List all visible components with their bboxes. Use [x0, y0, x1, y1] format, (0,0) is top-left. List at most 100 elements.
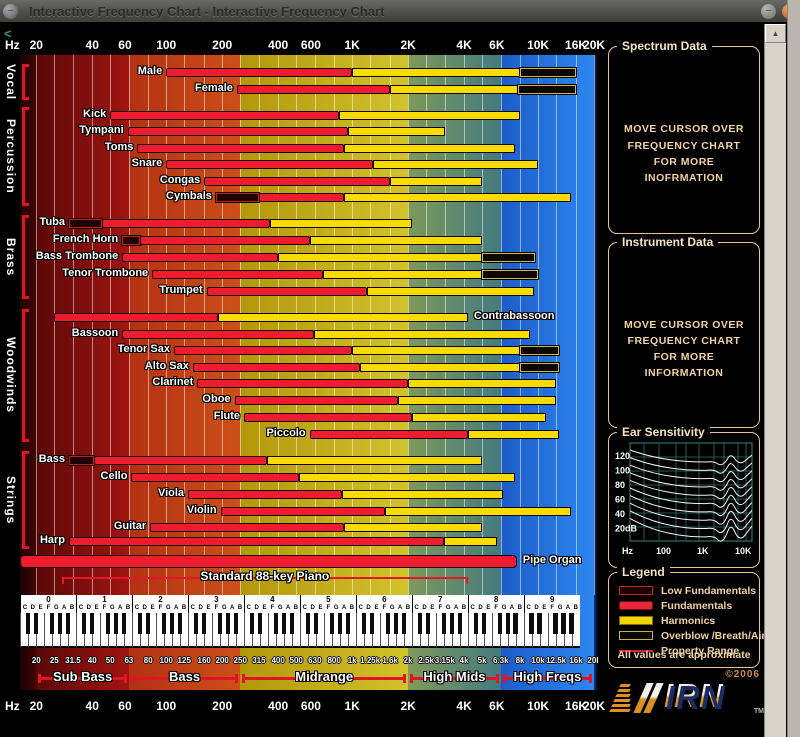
piccolo-harm-bar[interactable]: [468, 430, 560, 439]
frequency-chart[interactable]: Male Female Kick Tympani Toms Snare Congas Cymb…: [20, 55, 598, 690]
flute-fund-bar[interactable]: [244, 413, 413, 422]
toms-harm-bar[interactable]: [343, 144, 515, 153]
cymbals-harm-bar[interactable]: [343, 193, 571, 202]
tenor-trombone-over-bar[interactable]: [482, 270, 539, 279]
instrument-data-message: MOVE CURSOR OVER FREQUENCY CHART FOR MOR…: [623, 318, 744, 380]
guitar-fund-bar[interactable]: [150, 523, 344, 532]
female-over-bar[interactable]: [518, 85, 577, 94]
snare-harm-bar[interactable]: [373, 160, 539, 169]
oboe-harm-bar[interactable]: [397, 396, 557, 405]
french-horn-harm-bar[interactable]: [309, 236, 483, 245]
alto-sax-over-bar[interactable]: [520, 363, 560, 372]
minimize-button[interactable]: –: [761, 3, 776, 19]
french-horn-lowf-bar[interactable]: [122, 236, 140, 245]
instrument-label-tenor-sax: Tenor Sax: [117, 343, 170, 355]
guitar-harm-bar[interactable]: [343, 523, 483, 532]
male-harm-bar[interactable]: [352, 68, 521, 77]
tenor-sax-harm-bar[interactable]: [352, 346, 521, 355]
alto-sax-fund-bar[interactable]: [192, 363, 360, 372]
contrabassoon-fund-bar[interactable]: [54, 313, 219, 322]
kick-harm-bar[interactable]: [339, 111, 521, 120]
scroll-up-button[interactable]: ▲: [765, 24, 786, 43]
bassoon-harm-bar[interactable]: [313, 330, 530, 339]
harp-fund-bar[interactable]: [69, 537, 444, 546]
third-octave-label-25: 25: [49, 656, 59, 665]
pipe-organ-fund-bar[interactable]: [20, 555, 517, 568]
third-octave-label-6.3k: 6.3k: [492, 656, 509, 665]
app-menu-button[interactable]: –: [3, 3, 18, 19]
third-octave-label-12.5k: 12.5k: [546, 656, 567, 665]
piano-black-key: [57, 613, 63, 634]
trumpet-fund-bar[interactable]: [206, 287, 367, 296]
gridline-50: [110, 55, 112, 595]
top-axis-label-600: 600: [300, 38, 321, 52]
bass-fund-bar[interactable]: [94, 456, 268, 465]
piano-white-key: [211, 613, 220, 648]
band-line-tick: [130, 674, 134, 683]
female-harm-bar[interactable]: [390, 85, 519, 94]
tympani-fund-bar[interactable]: [127, 127, 348, 136]
snare-fund-bar[interactable]: [166, 160, 374, 169]
octave-number: 3: [214, 595, 219, 604]
bass-harm-bar[interactable]: [267, 456, 483, 465]
bass-lowf-bar[interactable]: [69, 456, 95, 465]
third-octave-label-160: 160: [197, 656, 211, 665]
oboe-fund-bar[interactable]: [234, 396, 398, 405]
viola-harm-bar[interactable]: [341, 490, 504, 499]
congas-harm-bar[interactable]: [390, 177, 483, 186]
cello-harm-bar[interactable]: [299, 473, 515, 482]
tuba-lowf-bar[interactable]: [69, 219, 102, 228]
flute-harm-bar[interactable]: [412, 413, 546, 422]
back-arrow-icon[interactable]: <: [4, 26, 12, 41]
tenor-sax-over-bar[interactable]: [520, 346, 560, 355]
vertical-scrollbar[interactable]: ▲: [764, 24, 786, 737]
tuba-harm-bar[interactable]: [269, 219, 413, 228]
category-label-strings: Strings: [4, 475, 18, 525]
gridline-31.5: [72, 55, 74, 595]
instrument-label-cymbals: Cymbals: [166, 190, 212, 202]
french-horn-fund-bar[interactable]: [139, 236, 310, 245]
female-fund-bar[interactable]: [236, 85, 391, 94]
trumpet-harm-bar[interactable]: [366, 287, 534, 296]
male-fund-bar[interactable]: [166, 68, 353, 77]
cymbals-lowf-bar[interactable]: [215, 193, 259, 202]
band-line-tick: [403, 674, 407, 683]
bass-trombone-harm-bar[interactable]: [278, 253, 483, 262]
viola-fund-bar[interactable]: [188, 490, 342, 499]
third-octave-label-16k: 16k: [569, 656, 583, 665]
piano-white-key: [491, 613, 500, 648]
tenor-trombone-harm-bar[interactable]: [323, 270, 483, 279]
toms-fund-bar[interactable]: [137, 144, 344, 153]
congas-fund-bar[interactable]: [204, 177, 391, 186]
harp-harm-bar[interactable]: [443, 537, 497, 546]
violin-fund-bar[interactable]: [220, 507, 385, 516]
piccolo-fund-bar[interactable]: [309, 430, 469, 439]
piano-black-key: [345, 613, 351, 634]
loudness-curve: [629, 464, 753, 483]
piano-black-key: [497, 613, 502, 634]
bassoon-fund-bar[interactable]: [122, 330, 314, 339]
contrabassoon-harm-bar[interactable]: [218, 313, 469, 322]
ear-sensitivity-graph: 120 100 80 60 40 20dB Hz 100 1K 10K: [615, 442, 753, 556]
piano-white-key: [299, 613, 308, 648]
clarinet-fund-bar[interactable]: [197, 379, 409, 388]
tuba-fund-bar[interactable]: [101, 219, 270, 228]
gridline-125: [184, 55, 186, 595]
kick-fund-bar[interactable]: [110, 111, 340, 120]
tympani-harm-bar[interactable]: [348, 127, 445, 136]
violin-harm-bar[interactable]: [384, 507, 571, 516]
clarinet-harm-bar[interactable]: [408, 379, 557, 388]
bass-trombone-over-bar[interactable]: [482, 253, 535, 262]
bass-trombone-fund-bar[interactable]: [122, 253, 279, 262]
loudness-curve: [629, 495, 753, 517]
cymbals-fund-bar[interactable]: [258, 193, 344, 202]
piano-white-key: [467, 613, 476, 648]
tenor-sax-fund-bar[interactable]: [173, 346, 353, 355]
alto-sax-harm-bar[interactable]: [359, 363, 521, 372]
tenor-trombone-fund-bar[interactable]: [152, 270, 324, 279]
cello-fund-bar[interactable]: [131, 473, 300, 482]
male-over-bar[interactable]: [520, 68, 577, 77]
instrument-label-viola: Viola: [157, 487, 185, 499]
piano-black-key: [193, 613, 199, 634]
